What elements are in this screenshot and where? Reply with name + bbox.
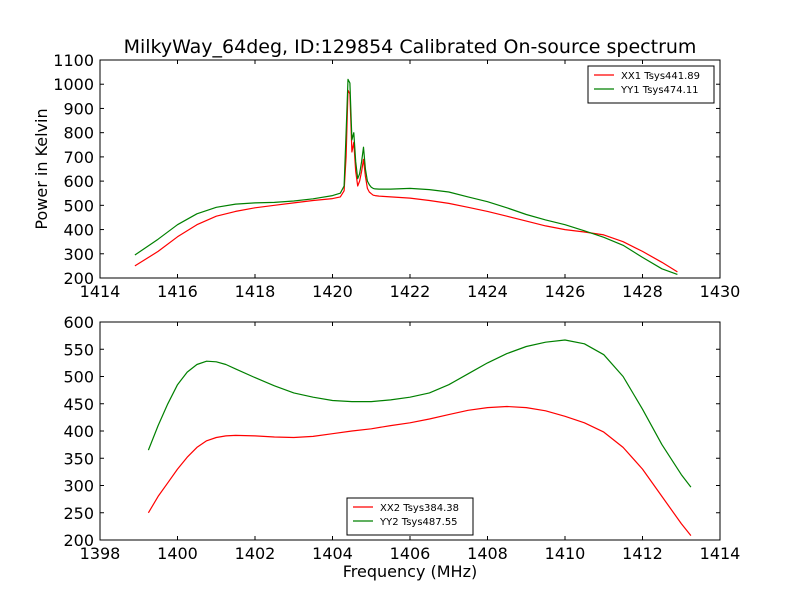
series-line-2-2 — [147, 339, 692, 488]
series-line-1-2 — [134, 78, 678, 275]
y-tick-label: 500 — [63, 368, 94, 387]
top-subplot: MilkyWay_64deg, ID:129854 Calibrated On-… — [32, 36, 740, 301]
x-tick-label: 1398 — [80, 544, 121, 563]
x-tick-label: 1406 — [390, 544, 431, 563]
y-tick-label: 350 — [63, 449, 94, 468]
x-tick-label: 1418 — [235, 282, 276, 301]
legend-label: YY1 Tsys474.11 — [620, 85, 699, 96]
bottom-plot-frame — [99, 321, 721, 541]
y-tick-label: 700 — [63, 148, 94, 167]
series-line-1-1 — [134, 89, 678, 273]
y-tick-label: 600 — [63, 172, 94, 191]
legend-label: XX2 Tsys384.38 — [380, 503, 459, 514]
top-legend: XX1 Tsys441.89 YY1 Tsys474.11 — [587, 65, 715, 104]
y-tick-label: 1100 — [53, 51, 94, 70]
series-line-2-1 — [147, 405, 692, 536]
y-tick-label: 500 — [63, 196, 94, 215]
x-tick-label: 1404 — [312, 544, 353, 563]
bottom-plot-lines — [147, 339, 692, 536]
x-tick-label: 1414 — [700, 544, 741, 563]
y-axis-label: Power in Kelvin — [32, 108, 51, 229]
top-plot-lines — [134, 78, 678, 275]
legend-box — [587, 65, 715, 104]
top-plot-ticks: 1414 1416 1418 1420 1422 1424 1426 1428 1430 200 3… — [53, 51, 740, 301]
y-tick-label: 600 — [63, 313, 94, 332]
y-tick-label: 200 — [63, 531, 94, 550]
y-tick-label: 400 — [63, 221, 94, 240]
x-tick-label: 1424 — [467, 282, 508, 301]
top-plot-frame — [99, 59, 721, 279]
legend-label: XX1 Tsys441.89 — [621, 71, 700, 82]
chart-title: MilkyWay_64deg, ID:129854 Calibrated On-… — [124, 36, 697, 58]
x-tick-label: 1408 — [467, 544, 508, 563]
y-tick-label: 400 — [63, 422, 94, 441]
y-tick-label: 300 — [63, 477, 94, 496]
y-tick-label: 1000 — [53, 75, 94, 94]
bottom-plot-ticks: 1398 1400 1402 1404 1406 1408 1410 1412 1414 200 2… — [63, 313, 740, 563]
y-tick-label: 550 — [63, 340, 94, 359]
bottom-subplot: Frequency (MHz) 1398 1400 1402 1404 1406 1408… — [63, 313, 740, 581]
x-tick-label: 1410 — [545, 544, 586, 563]
y-tick-label: 450 — [63, 395, 94, 414]
x-tick-label: 1430 — [700, 282, 741, 301]
x-tick-label: 1400 — [157, 544, 198, 563]
y-tick-label: 900 — [63, 99, 94, 118]
y-tick-label: 800 — [63, 124, 94, 143]
x-tick-label: 1426 — [545, 282, 586, 301]
bottom-legend: XX2 Tsys384.38 YY2 Tsys487.55 — [346, 497, 474, 536]
x-tick-label: 1428 — [622, 282, 663, 301]
legend-box — [346, 497, 474, 536]
x-tick-label: 1420 — [312, 282, 353, 301]
x-tick-label: 1414 — [80, 282, 121, 301]
y-tick-label: 300 — [63, 245, 94, 264]
x-tick-label: 1416 — [157, 282, 198, 301]
x-tick-label: 1412 — [622, 544, 663, 563]
x-tick-label: 1402 — [235, 544, 276, 563]
y-tick-label: 200 — [63, 269, 94, 288]
y-tick-label: 250 — [63, 504, 94, 523]
x-axis-label: Frequency (MHz) — [343, 562, 477, 581]
x-tick-label: 1422 — [390, 282, 431, 301]
legend-label: YY2 Tsys487.55 — [379, 517, 458, 528]
